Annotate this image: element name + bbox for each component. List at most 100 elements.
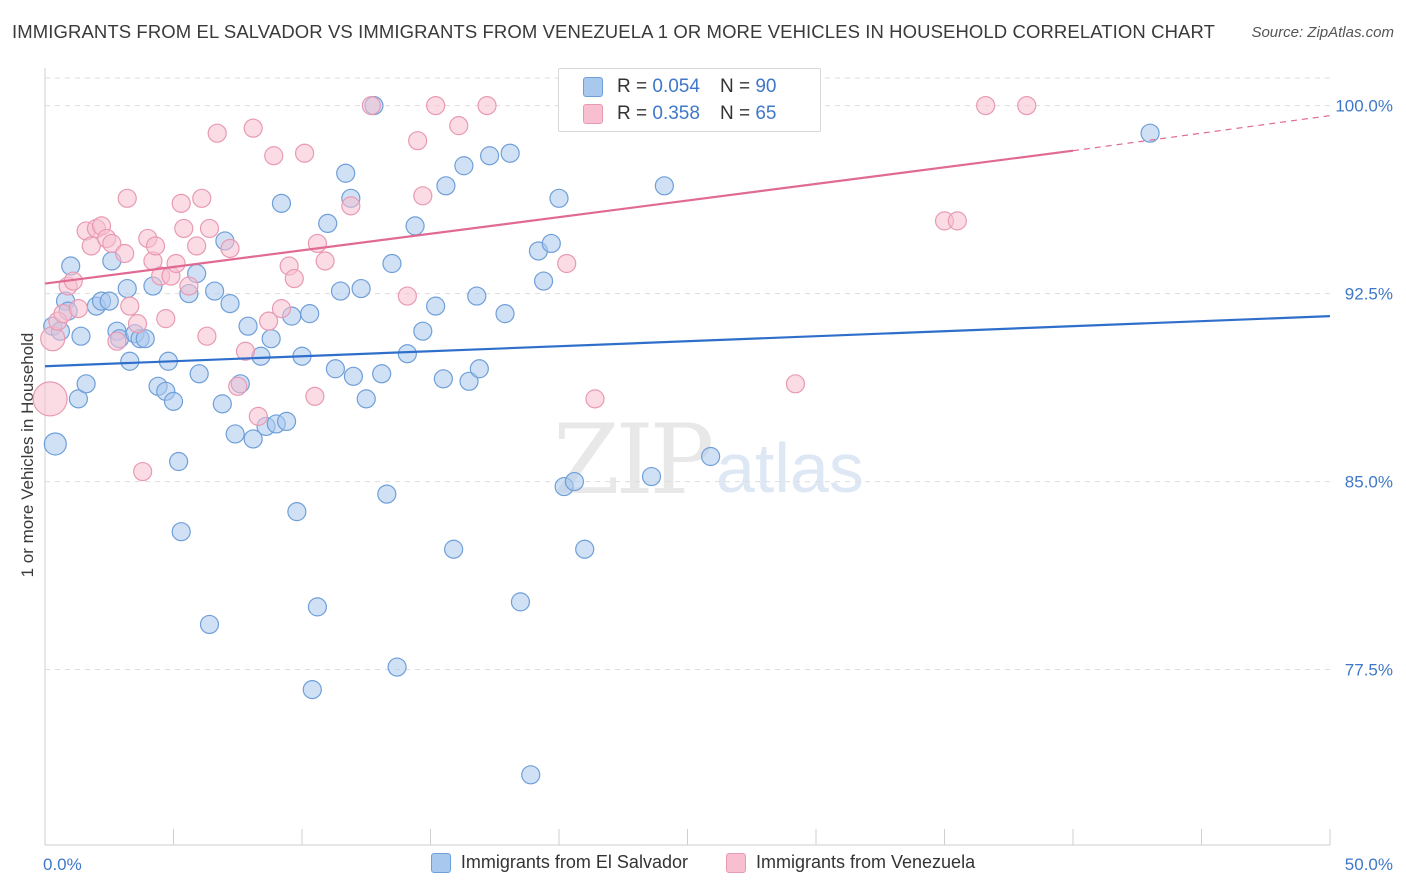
el-salvador-point bbox=[541, 233, 561, 254]
el-salvador-point bbox=[271, 193, 292, 213]
el-salvador-point bbox=[43, 432, 67, 456]
el-salvador-point bbox=[575, 539, 595, 559]
venezuela-point bbox=[102, 233, 122, 254]
venezuela-point bbox=[127, 314, 148, 334]
el-salvador-point bbox=[212, 394, 232, 414]
stats-row-venezuela: R = 0.358 N = 65 bbox=[583, 101, 776, 127]
el-salvador-point bbox=[1140, 123, 1160, 143]
source-credit: Source: ZipAtlas.com bbox=[1251, 24, 1394, 41]
venezuela-point bbox=[145, 236, 166, 256]
el-salvador-point bbox=[117, 278, 137, 299]
legend-item-el-salvador[interactable]: Immigrants from El Salvador bbox=[430, 852, 688, 873]
legend-item-venezuela[interactable]: Immigrants from Venezuela bbox=[725, 852, 976, 873]
venezuela-trend-line bbox=[44, 149, 1074, 285]
stats-row-el-salvador: R = 0.054 N = 90 bbox=[583, 74, 776, 100]
venezuela-point bbox=[248, 406, 268, 426]
y-tick-label: 85.0% bbox=[1345, 473, 1393, 492]
venezuela-point bbox=[117, 188, 137, 208]
el-salvador-point bbox=[397, 344, 417, 364]
venezuela-point bbox=[341, 196, 361, 216]
watermark-atlas: atlas bbox=[716, 429, 864, 507]
stats-swatch-el-salvador bbox=[583, 77, 603, 97]
venezuela-point bbox=[284, 268, 304, 289]
el-salvador-point bbox=[307, 597, 328, 617]
venezuela-point bbox=[174, 218, 194, 239]
el-salvador-point bbox=[641, 466, 662, 487]
venezuela-point bbox=[179, 276, 199, 296]
legend-label-venezuela: Immigrants from Venezuela bbox=[755, 852, 976, 872]
el-salvador-point bbox=[480, 146, 500, 166]
legend: Immigrants from El Salvador Immigrants f… bbox=[0, 852, 1406, 873]
legend-swatch-venezuela bbox=[725, 852, 746, 873]
venezuela-point bbox=[199, 218, 220, 239]
el-salvador-point bbox=[510, 592, 531, 612]
el-salvador-point bbox=[287, 502, 307, 522]
legend-swatch-el-salvador bbox=[430, 852, 451, 873]
venezuela-point bbox=[557, 253, 577, 274]
el-salvador-point bbox=[351, 278, 371, 299]
el-salvador-point bbox=[171, 522, 191, 542]
y-tick-label: 92.5% bbox=[1345, 285, 1393, 304]
el-salvador-point bbox=[243, 429, 263, 449]
venezuela-point bbox=[449, 116, 469, 136]
n-label: N = bbox=[719, 103, 751, 124]
venezuela-point bbox=[1017, 95, 1037, 116]
venezuela-point bbox=[397, 286, 417, 306]
el-salvador-point bbox=[238, 316, 258, 336]
el-salvador-trend-line bbox=[44, 315, 1331, 368]
venezuela-point bbox=[976, 95, 996, 116]
el-salvador-point bbox=[469, 359, 489, 379]
el-salvador-point bbox=[521, 765, 541, 785]
el-salvador-point bbox=[225, 424, 245, 444]
venezuela-point bbox=[166, 253, 186, 274]
el-salvador-point bbox=[426, 296, 446, 316]
y-tick-label: 77.5% bbox=[1345, 661, 1393, 680]
el-salvador-point bbox=[433, 369, 453, 389]
venezuela-point bbox=[32, 381, 68, 417]
el-salvador-point bbox=[169, 451, 189, 472]
venezuela-point bbox=[220, 238, 240, 259]
venezuela-point bbox=[243, 118, 263, 138]
el-salvador-point bbox=[372, 364, 392, 384]
el-salvador-point bbox=[261, 329, 281, 349]
legend-label-el-salvador: Immigrants from El Salvador bbox=[460, 852, 688, 872]
venezuela-point bbox=[585, 389, 605, 409]
el-salvador-point bbox=[135, 329, 155, 349]
el-salvador-point bbox=[99, 291, 119, 311]
el-salvador-point bbox=[387, 657, 407, 677]
n-value-el-salvador: 90 bbox=[755, 76, 777, 97]
r-label: R = bbox=[617, 103, 648, 124]
venezuela-point bbox=[115, 243, 135, 264]
y-tick-label: 100.0% bbox=[1335, 97, 1393, 116]
venezuela-point bbox=[235, 341, 256, 361]
correlation-stats-box: R = 0.054 N = 90 R = 0.358 N = 65 bbox=[558, 68, 821, 132]
el-salvador-point bbox=[436, 176, 456, 196]
el-salvador-point bbox=[495, 304, 515, 324]
el-salvador-point bbox=[199, 614, 220, 635]
el-salvador-point bbox=[500, 143, 520, 163]
venezuela-point bbox=[40, 326, 66, 352]
el-salvador-point bbox=[120, 351, 140, 371]
venezuela-point bbox=[156, 309, 176, 329]
venezuela-point bbox=[228, 376, 248, 396]
venezuela-point bbox=[315, 251, 335, 271]
el-salvador-point bbox=[467, 286, 487, 306]
el-salvador-point bbox=[205, 281, 225, 301]
el-salvador-point bbox=[71, 326, 91, 346]
r-value-venezuela: 0.358 bbox=[652, 103, 700, 124]
el-salvador-point bbox=[356, 389, 376, 409]
venezuela-point bbox=[947, 211, 967, 231]
venezuela-point bbox=[294, 143, 315, 163]
venezuela-point bbox=[305, 386, 325, 406]
venezuela-point bbox=[81, 236, 101, 256]
el-salvador-point bbox=[377, 484, 397, 504]
el-salvador-point bbox=[564, 471, 585, 492]
x-tick-label-max: 50.0% bbox=[1345, 855, 1393, 874]
venezuela-point bbox=[133, 461, 153, 482]
el-salvador-point bbox=[701, 446, 721, 467]
venezuela-point bbox=[197, 326, 217, 346]
el-salvador-point bbox=[459, 371, 479, 391]
venezuela-point bbox=[258, 311, 279, 331]
venezuela-point bbox=[107, 331, 127, 351]
